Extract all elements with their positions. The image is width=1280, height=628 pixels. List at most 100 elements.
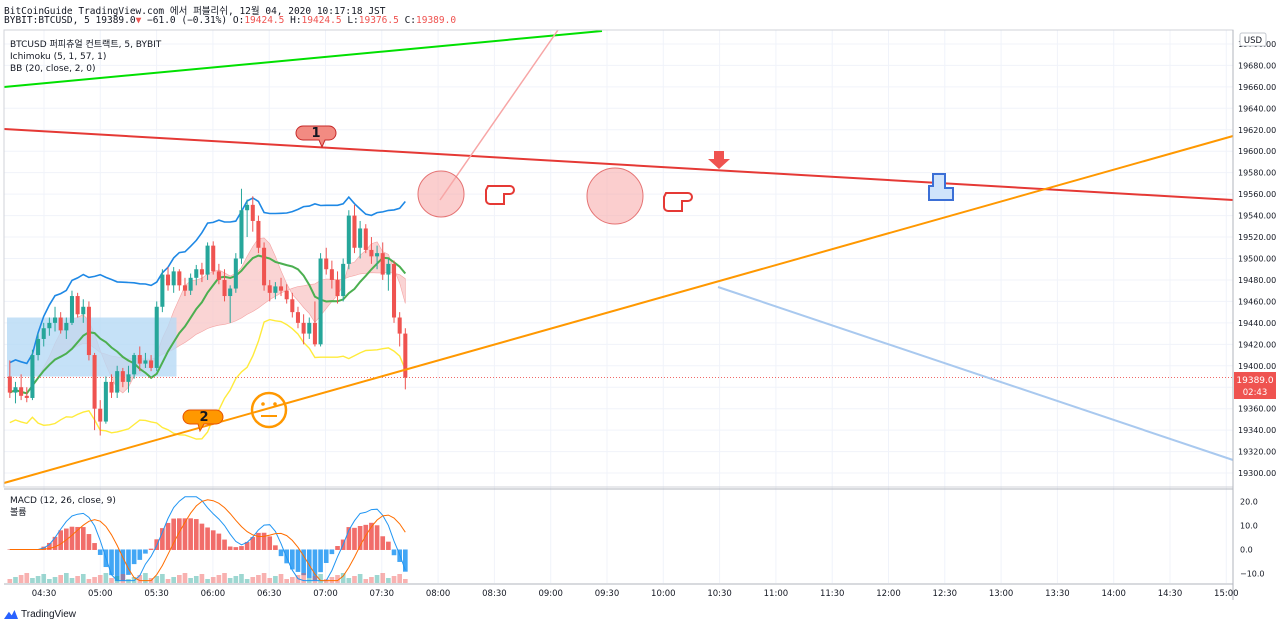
macd-hist-46 <box>267 536 273 550</box>
x-tick-15:00: 15:00 <box>1214 589 1239 599</box>
candle-body-34 <box>199 269 204 275</box>
volume-bar-27 <box>160 574 165 583</box>
macd-hist-66 <box>380 536 386 550</box>
y-tick-19460: 19460.00 <box>1238 297 1276 306</box>
macd-hist-45 <box>261 532 267 550</box>
candle-body-25 <box>149 360 154 368</box>
volume-bar-59 <box>340 573 346 583</box>
trendlines[interactable] <box>3 29 1234 484</box>
x-tick-08:30: 08:30 <box>482 589 507 599</box>
x-tick-11:30: 11:30 <box>820 589 845 599</box>
candle-body-62 <box>358 228 363 248</box>
candle-body-30 <box>177 271 182 286</box>
macd-hist-15 <box>92 543 97 550</box>
x-tick-07:00: 07:00 <box>313 589 338 599</box>
volume-bar-7 <box>47 579 52 583</box>
volume-bar-70 <box>403 579 408 583</box>
volume-bar-55 <box>318 574 323 583</box>
volume-bar-23 <box>137 575 143 583</box>
candle-body-46 <box>267 285 272 293</box>
macd-hist-70 <box>403 549 408 572</box>
macd-hist-20 <box>120 549 126 582</box>
candle-body-1 <box>13 387 18 393</box>
candle-body-5 <box>36 338 41 356</box>
x-tick-10:30: 10:30 <box>707 589 732 599</box>
macd-hist-37 <box>216 533 222 550</box>
volume-bar-44 <box>256 575 261 583</box>
neutral-face-eye-r <box>273 402 277 406</box>
orange-support-trendline <box>3 135 1234 484</box>
macd-hist-34 <box>199 523 205 550</box>
candle-body-40 <box>233 258 238 289</box>
candle-body-61 <box>352 215 357 248</box>
candle-body-24 <box>143 360 148 364</box>
bb-lower-line <box>9 318 406 440</box>
volume-bar-47 <box>273 576 278 583</box>
tradingview-logo-text: TradingView <box>21 609 77 620</box>
macd-hist-31 <box>182 518 188 550</box>
ohlc-header: BYBIT:BTCUSD, 5 19389.0▼ −61.0 (−0.31%) … <box>4 15 456 26</box>
candle-body-70 <box>403 333 408 378</box>
candle-body-43 <box>250 204 255 221</box>
candles <box>7 188 408 436</box>
top-highlight-circle-2 <box>586 167 644 225</box>
candle-body-63 <box>363 228 368 250</box>
volume-bar-13 <box>80 574 86 583</box>
y-tick-19680: 19680.00 <box>1238 61 1276 70</box>
x-tick-13:00: 13:00 <box>989 589 1014 599</box>
macd-hist-18 <box>109 549 114 576</box>
volume-bar-3 <box>24 573 30 583</box>
legend-ichimoku: Ichimoku (5, 1, 57, 1) <box>10 52 106 62</box>
tradingview-logo[interactable]: TradingView <box>4 609 76 620</box>
candle-body-21 <box>126 374 131 382</box>
candle-body-11 <box>69 296 74 323</box>
candle-body-44 <box>256 220 261 248</box>
volume-bar-34 <box>199 574 205 583</box>
macd-hist-47 <box>273 545 278 550</box>
open-label: O: <box>232 15 245 26</box>
candle-body-41 <box>239 210 244 259</box>
volume-bar-63 <box>363 579 369 583</box>
macd-hist-39 <box>227 546 233 550</box>
volume-bar-2 <box>18 575 24 583</box>
candle-body-9 <box>58 317 63 331</box>
currency-label: USD <box>1244 36 1263 46</box>
y-tick-19360: 19360.00 <box>1238 405 1276 414</box>
axes: 19300.0019320.0019340.0019360.0019380.00… <box>3 29 1276 600</box>
candle-body-15 <box>92 355 97 409</box>
volume-bar-61 <box>352 576 357 583</box>
y-tick-19420: 19420.00 <box>1238 340 1276 349</box>
high-label: H: <box>290 15 302 26</box>
neutral-face-eye-l <box>261 402 265 406</box>
legend-bb: BB (20, close, 2, 0) <box>10 64 95 74</box>
volume-bar-6 <box>41 574 47 583</box>
pointing-down-hand-icon <box>928 173 954 201</box>
macd-hist-11 <box>69 526 75 550</box>
volume-bar-46 <box>267 578 273 583</box>
top-highlight-circle-1 <box>417 170 465 218</box>
volume-bar-28 <box>165 579 171 583</box>
candle-body-60 <box>346 215 351 264</box>
open-value: 19424.5 <box>244 15 285 26</box>
macd-hist-28 <box>165 522 171 550</box>
macd-hist-32 <box>188 518 193 550</box>
volume-bar-48 <box>278 574 284 583</box>
x-tick-08:00: 08:00 <box>426 589 451 599</box>
volume-bar-42 <box>244 579 250 583</box>
macd-hist-30 <box>177 518 182 550</box>
pink-trendline <box>439 29 559 201</box>
volume-bar-58 <box>335 575 340 583</box>
macd-line <box>9 496 406 582</box>
macd-hist-35 <box>205 527 210 550</box>
macd-hist-63 <box>363 524 369 550</box>
candle-body-14 <box>86 306 91 356</box>
annotations[interactable] <box>182 125 954 433</box>
countdown-label: 02:43 <box>1243 388 1268 398</box>
currency-badge[interactable] <box>1239 32 1267 47</box>
candle-body-38 <box>222 279 227 297</box>
x-tick-05:30: 05:30 <box>144 589 169 599</box>
macd-hist-53 <box>306 549 312 578</box>
candle-body-64 <box>369 249 374 257</box>
low-label: L: <box>347 15 359 26</box>
